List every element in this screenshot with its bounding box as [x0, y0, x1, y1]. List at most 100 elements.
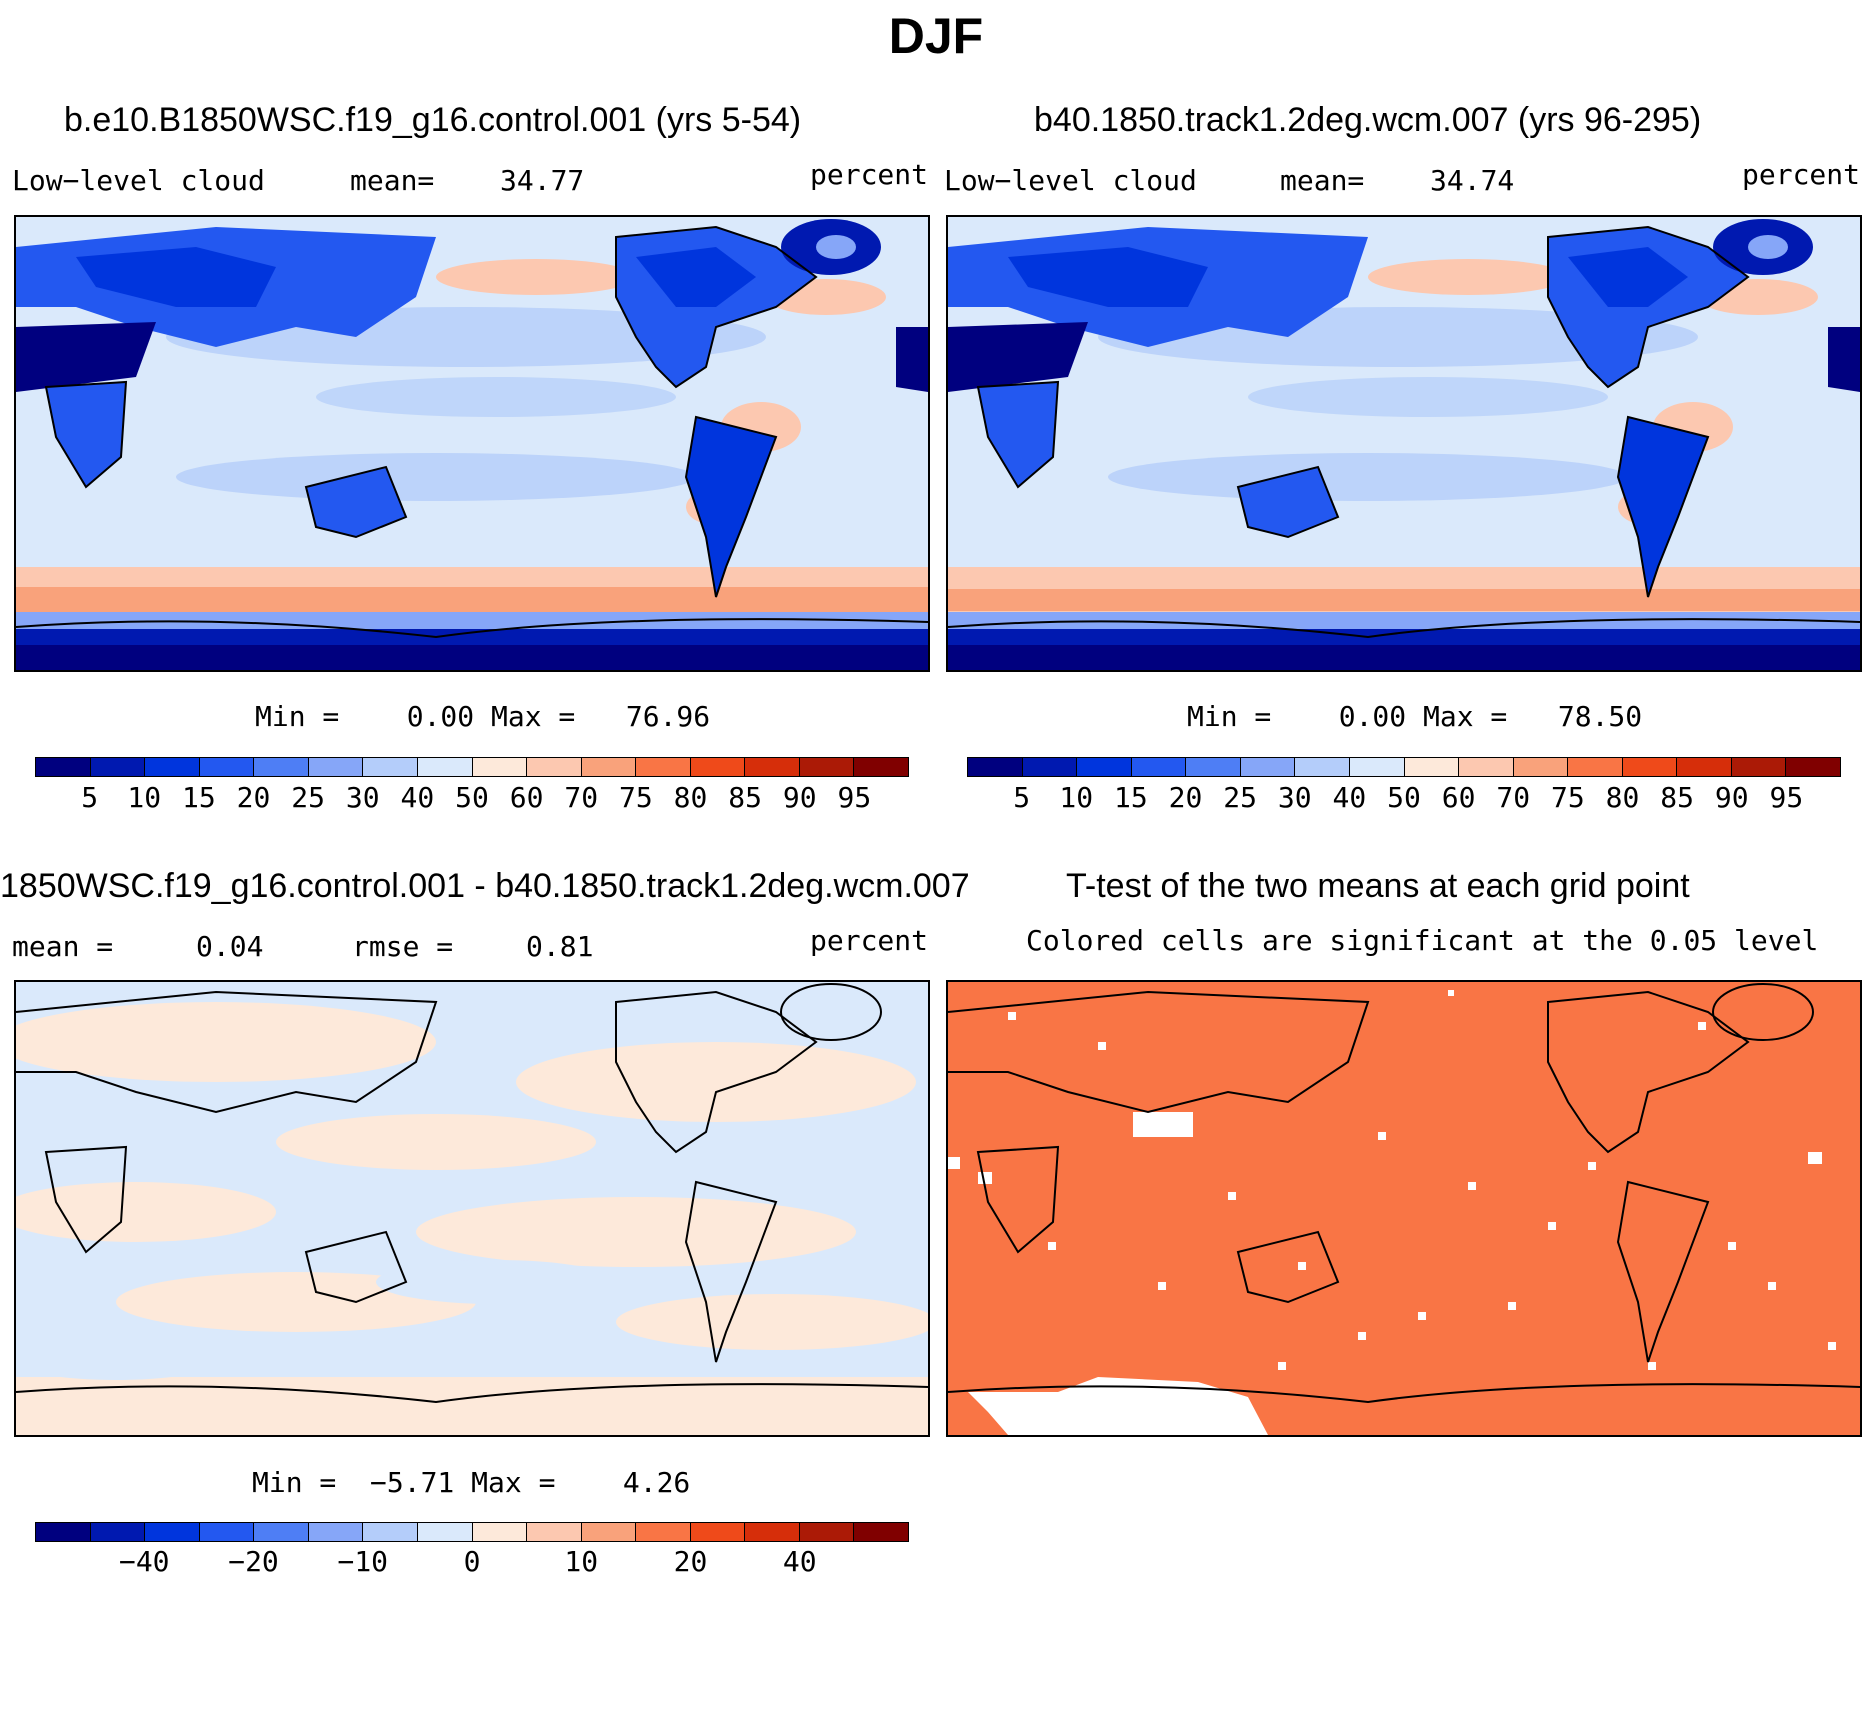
colorbar-swatch [1022, 758, 1078, 776]
colorbar-swatch [90, 758, 146, 776]
panel2-mean-value: 34.74 [1430, 164, 1515, 197]
panel1-map [14, 215, 930, 672]
panel2-units: percent [1742, 158, 1861, 191]
colorbar-tick-label: −20 [228, 1545, 279, 1578]
colorbar-tick-label: 90 [1714, 781, 1749, 814]
colorbar-tick-label: 5 [81, 781, 99, 814]
colorbar-swatch [690, 758, 746, 776]
colorbar-tick-label: 85 [1660, 781, 1694, 814]
colorbar-swatch [1077, 758, 1132, 776]
colorbar-swatch [690, 1523, 746, 1541]
colorbar-swatch [968, 758, 1023, 776]
panel1-mean-label: mean= [350, 164, 435, 197]
colorbar-swatch [581, 1523, 637, 1541]
colorbar-swatch [363, 758, 418, 776]
colorbar-tick-label: 70 [1496, 781, 1531, 814]
colorbar-tick-label: −10 [337, 1545, 389, 1578]
panel1-variable: Low−level cloud [12, 164, 265, 197]
panel1-units: percent [810, 158, 929, 191]
colorbar-tick-label: 5 [1013, 781, 1031, 814]
panel3-rmse-label: rmse = [352, 930, 454, 963]
panel3-map [14, 980, 930, 1437]
panel2-colorbar [967, 757, 1841, 777]
panel3-mean-value: 0.04 [196, 930, 264, 963]
panel3-colorbar [35, 1522, 909, 1542]
panel2-mean-label: mean= [1280, 164, 1365, 197]
panel3-colorbar-ticks: −40 −20 −10 0 10 20 40 [35, 1546, 909, 1582]
colorbar-swatch [581, 758, 637, 776]
colorbar-swatch [799, 1523, 855, 1541]
panel1-mean-value: 34.77 [500, 164, 585, 197]
colorbar-tick-label: −40 [118, 1545, 170, 1578]
colorbar-swatch [1568, 758, 1623, 776]
colorbar-swatch [90, 1523, 146, 1541]
colorbar-tick-label: 60 [1441, 781, 1476, 814]
colorbar-swatch [1731, 758, 1787, 776]
colorbar-tick-label: 15 [1114, 781, 1148, 814]
colorbar-tick-label: 95 [1769, 781, 1804, 814]
colorbar-tick-label: 40 [1332, 781, 1367, 814]
colorbar-swatch [1459, 758, 1514, 776]
panel3-rmse-value: 0.81 [526, 930, 594, 963]
colorbar-swatch [636, 1523, 691, 1541]
colorbar-swatch [308, 1523, 364, 1541]
panel4-map [946, 980, 1862, 1437]
colorbar-tick-label: 20 [236, 781, 271, 814]
colorbar-swatch [527, 1523, 582, 1541]
colorbar-tick-label: 20 [1168, 781, 1203, 814]
colorbar-tick-label: 10 [1059, 781, 1094, 814]
colorbar-tick-label: 60 [509, 781, 544, 814]
colorbar-swatch [1786, 758, 1840, 776]
panel3-minmax: Min = −5.71 Max = 4.26 [252, 1466, 691, 1499]
colorbar-swatch [308, 758, 364, 776]
colorbar-swatch [799, 758, 855, 776]
colorbar-tick-label: 70 [564, 781, 599, 814]
colorbar-swatch [199, 1523, 255, 1541]
colorbar-swatch [417, 758, 473, 776]
colorbar-swatch [363, 1523, 418, 1541]
colorbar-swatch [745, 1523, 800, 1541]
colorbar-swatch [472, 1523, 528, 1541]
panel4-title: T-test of the two means at each grid poi… [1066, 867, 1690, 905]
panel3-title: 1850WSC.f19_g16.control.001 - b40.1850.t… [0, 867, 970, 905]
colorbar-tick-label: 50 [1387, 781, 1421, 814]
colorbar-tick-label: 90 [782, 781, 817, 814]
colorbar-tick-label: 15 [182, 781, 216, 814]
colorbar-tick-label: 50 [455, 781, 489, 814]
colorbar-swatch [1513, 758, 1569, 776]
panel2-variable: Low−level cloud [944, 164, 1197, 197]
colorbar-swatch [1622, 758, 1678, 776]
colorbar-tick-label: 10 [127, 781, 162, 814]
colorbar-tick-label: 40 [400, 781, 435, 814]
colorbar-swatch [417, 1523, 473, 1541]
colorbar-tick-label: 40 [782, 1545, 817, 1578]
colorbar-tick-label: 0 [463, 1545, 481, 1578]
colorbar-swatch [1677, 758, 1732, 776]
colorbar-swatch [527, 758, 582, 776]
colorbar-swatch [1349, 758, 1405, 776]
colorbar-swatch [145, 758, 200, 776]
colorbar-swatch [1295, 758, 1350, 776]
colorbar-tick-label: 10 [564, 1545, 599, 1578]
colorbar-tick-label: 80 [673, 781, 708, 814]
colorbar-swatch [745, 758, 800, 776]
colorbar-tick-label: 30 [345, 781, 380, 814]
panel2-colorbar-ticks: 5 10 15 20 25 30 40 50 60 70 75 80 85 90 95 [967, 782, 1841, 818]
panel1-colorbar-ticks: 5 10 15 20 25 30 40 50 60 70 75 80 85 90 95 [35, 782, 909, 818]
colorbar-swatch [254, 1523, 309, 1541]
colorbar-tick-label: 80 [1605, 781, 1640, 814]
colorbar-swatch [36, 758, 91, 776]
panel3-mean-label: mean = [12, 930, 114, 963]
colorbar-tick-label: 75 [619, 781, 653, 814]
colorbar-tick-label: 25 [291, 781, 325, 814]
colorbar-tick-label: 30 [1277, 781, 1312, 814]
panel1-minmax: Min = 0.00 Max = 76.96 [255, 700, 711, 733]
colorbar-tick-label: 95 [837, 781, 872, 814]
colorbar-swatch [854, 1523, 908, 1541]
panel1-colorbar [35, 757, 909, 777]
colorbar-swatch [1240, 758, 1296, 776]
colorbar-tick-label: 85 [728, 781, 762, 814]
colorbar-swatch [36, 1523, 91, 1541]
colorbar-swatch [1186, 758, 1241, 776]
colorbar-swatch [1404, 758, 1460, 776]
